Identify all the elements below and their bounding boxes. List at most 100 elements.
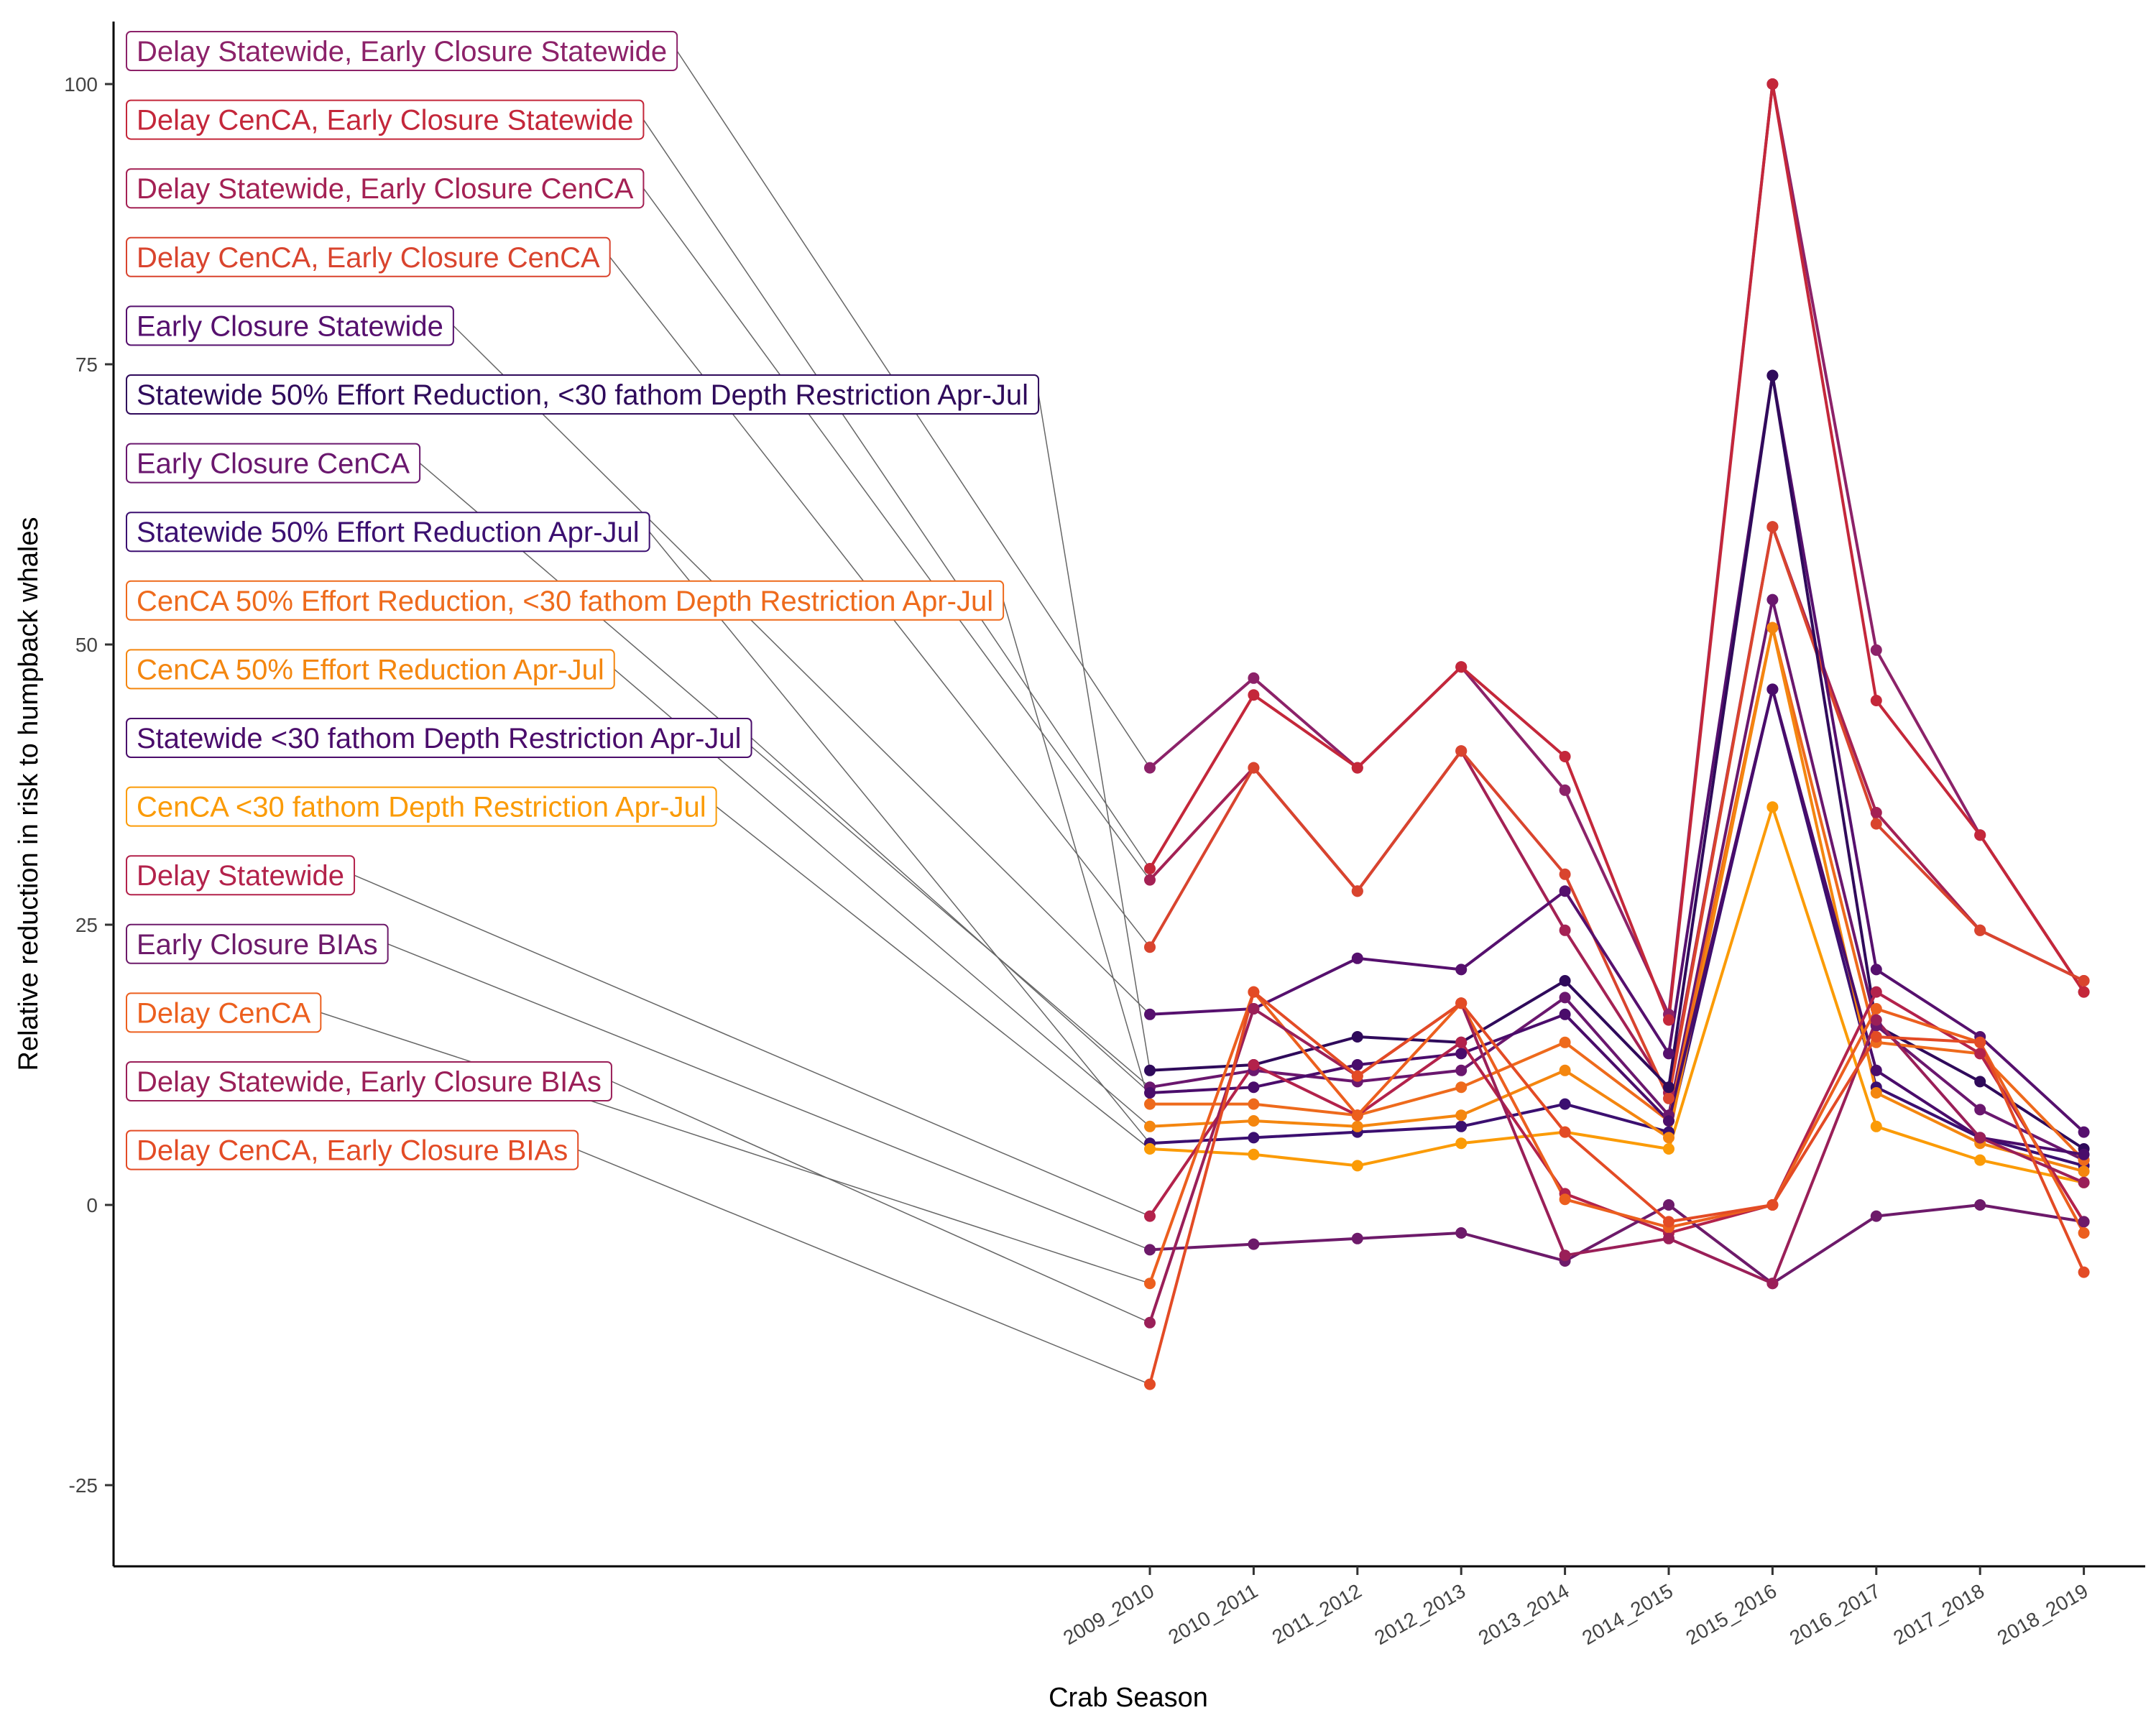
leader-line — [387, 943, 1151, 1251]
leader-line — [453, 325, 1151, 1015]
series-line — [1149, 598, 2085, 1162]
data-point — [1455, 964, 1468, 976]
leader-line — [419, 463, 1151, 1088]
data-point — [1351, 885, 1363, 897]
data-point — [1455, 1064, 1468, 1076]
data-point — [1248, 1115, 1260, 1127]
data-point — [1870, 964, 1882, 976]
data-point — [1351, 1070, 1363, 1082]
data-point — [1663, 1199, 1674, 1211]
x-tick-label: 2016_2017 — [1786, 1579, 1884, 1649]
data-point — [1144, 1378, 1156, 1390]
x-ticks: 2009_2010 2010_2011 2011_2012 2012_2013 2013… — [1059, 1566, 2092, 1649]
y-tick-label: 25 — [75, 914, 98, 936]
data-point — [1144, 1008, 1156, 1020]
data-point — [1663, 1232, 1674, 1244]
series-label: CenCA 50% Effort Reduction Apr-Jul — [126, 649, 615, 690]
data-point — [1663, 1143, 1674, 1155]
leader-line — [716, 806, 1151, 1150]
data-point — [1144, 874, 1156, 886]
series-line — [1148, 990, 2086, 1284]
series-label: Statewide <30 fathom Depth Restriction A… — [126, 718, 752, 758]
data-point — [1870, 644, 1882, 656]
y-tick-label: -25 — [69, 1474, 98, 1497]
series-label-text: Delay CenCA, Early Closure BIAs — [137, 1135, 568, 1167]
data-point — [1663, 1092, 1674, 1104]
data-point — [1248, 1081, 1260, 1094]
series-label-box — [126, 992, 322, 1033]
data-point — [1974, 1076, 1986, 1088]
data-point — [1144, 1244, 1156, 1256]
leader-line — [751, 737, 1151, 1094]
series-label-text: Delay Statewide, Early Closure CenCA — [137, 173, 634, 205]
series-label-text: Delay Statewide, Early Closure Statewide — [137, 36, 667, 68]
series-labels: Delay Statewide, Early Closure Statewide… — [126, 31, 1040, 1170]
data-point — [1351, 762, 1363, 774]
data-point — [1248, 672, 1260, 684]
series-label-box — [126, 718, 752, 758]
data-point — [1248, 1059, 1260, 1071]
data-point — [1870, 1014, 1882, 1026]
data-point — [1559, 1036, 1571, 1048]
x-tick-label: 2014_2015 — [1578, 1579, 1677, 1649]
data-point — [1974, 1132, 1986, 1144]
series-label-box — [126, 1129, 579, 1170]
leader-line — [321, 1012, 1151, 1284]
data-point — [1559, 1008, 1571, 1020]
data-point — [1351, 1160, 1363, 1172]
axes — [112, 22, 2145, 1568]
data-point — [1248, 1238, 1260, 1250]
series-label: Delay Statewide, Early Closure CenCA — [126, 168, 645, 209]
data-point — [2078, 1266, 2090, 1278]
data-point — [1455, 1081, 1468, 1094]
series-label-text: CenCA 50% Effort Reduction Apr-Jul — [137, 654, 604, 685]
series-label-box — [126, 99, 645, 140]
data-point — [2078, 1227, 2090, 1239]
leader-line — [642, 188, 1151, 881]
series-label: Early Closure BIAs — [126, 923, 389, 964]
y-ticks: -25 0 25 50 75 100 — [64, 73, 114, 1497]
series-label-box — [126, 236, 611, 277]
data-point — [1766, 1277, 1779, 1290]
series-label: CenCA 50% Effort Reduction, <30 fathom D… — [126, 580, 1005, 621]
data-point — [2078, 986, 2090, 998]
data-point — [1559, 924, 1571, 936]
data-point — [1870, 1120, 1882, 1132]
data-point — [1870, 1064, 1882, 1076]
data-point — [2078, 1126, 2090, 1138]
data-point — [1559, 1098, 1571, 1110]
series-label: Early Closure Statewide — [126, 305, 454, 346]
series-line — [1148, 83, 2086, 1022]
series-label: Delay Statewide, Early Closure BIAs — [126, 1061, 612, 1101]
data-point — [1974, 1048, 1986, 1060]
series-line — [1149, 688, 2084, 1156]
data-point — [1455, 1036, 1468, 1048]
series-label-box — [126, 31, 678, 71]
data-point — [1144, 941, 1156, 953]
leader-line — [642, 119, 1151, 869]
data-point — [1248, 762, 1260, 774]
data-point — [1144, 1316, 1156, 1329]
series-label-box — [126, 305, 454, 346]
data-point — [1351, 1120, 1363, 1132]
series-label-text: Statewide 50% Effort Reduction Apr-Jul — [137, 517, 640, 548]
data-point — [1144, 1277, 1156, 1290]
data-point — [1559, 868, 1571, 880]
leader-lines — [321, 50, 1151, 1385]
data-point — [1351, 1059, 1363, 1071]
leader-line — [577, 1149, 1151, 1385]
series-line — [1150, 626, 2086, 1161]
x-tick-label: 2015_2016 — [1682, 1579, 1781, 1649]
series-lines — [1148, 83, 2086, 1385]
data-point — [1455, 1227, 1468, 1239]
data-point — [2078, 1148, 2090, 1160]
y-tick-label: 50 — [75, 634, 98, 656]
data-point — [1663, 1048, 1674, 1060]
leader-line — [649, 531, 1151, 1144]
data-point — [1870, 807, 1882, 818]
data-point — [1974, 1036, 1986, 1048]
data-point — [2078, 1216, 2090, 1228]
series-label-text: Delay Statewide — [137, 860, 344, 892]
